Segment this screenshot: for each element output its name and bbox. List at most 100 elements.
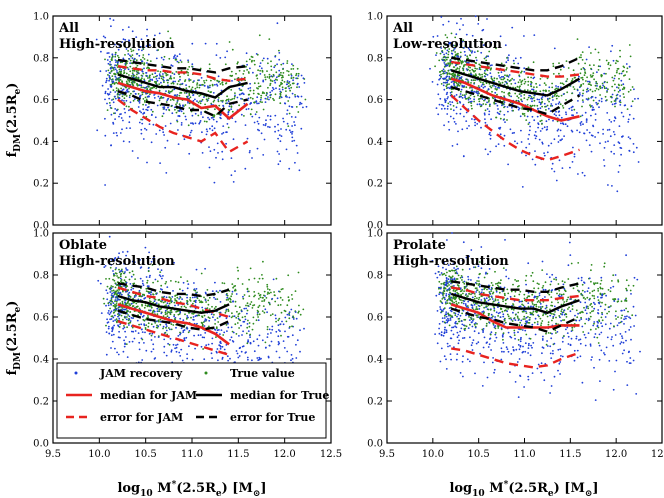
true-value-point [595,87,598,90]
jam-recovery-point [557,85,560,88]
jam-recovery-point [545,304,548,307]
jam-recovery-point [620,111,623,114]
jam-recovery-point [210,352,213,355]
true-value-point [470,104,473,107]
true-value-point [474,67,477,70]
jam-recovery-point [118,252,120,255]
jam-recovery-point [111,330,113,333]
jam-recovery-point [447,96,449,98]
jam-recovery-point [135,294,137,297]
jam-recovery-point [201,152,204,154]
jam-recovery-point [157,336,160,338]
true-value-point [477,98,480,100]
jam-recovery-point [578,92,581,94]
true-value-point [238,306,241,309]
jam-recovery-point [303,327,305,330]
jam-recovery-point [585,58,588,61]
true-value-point [155,292,158,295]
jam-recovery-point [217,99,220,101]
jam-recovery-point [131,260,134,263]
jam-recovery-point [141,359,144,361]
true-value-point [471,89,474,92]
jam-recovery-point [553,170,556,173]
true-value-point [628,44,631,46]
jam-recovery-point [610,338,613,341]
true-value-point [124,276,127,278]
true-value-point [273,99,275,102]
true-value-point [539,317,542,320]
true-value-point [170,301,173,304]
jam-recovery-point [139,277,142,280]
true-value-point [511,77,514,80]
jam-recovery-point [112,273,115,275]
true-value-point [127,105,130,108]
true-value-point [455,68,457,71]
jam-recovery-point [235,350,238,352]
true-value-point [535,305,538,308]
jam-recovery-point [542,288,545,291]
true-value-point [441,273,444,276]
jam-recovery-point [262,124,265,126]
true-value-point [597,287,599,290]
jam-recovery-point [108,75,111,77]
jam-recovery-point [187,316,189,319]
true-value-point [581,51,584,53]
true-value-point [232,286,235,289]
jam-recovery-point [221,356,224,359]
true-value-point [140,78,143,81]
jam-recovery-point [107,304,110,307]
true-value-point [105,278,107,280]
true-value-point [168,108,171,111]
true-value-point [549,332,552,334]
jam-recovery-point [431,259,434,262]
true-value-point [445,85,448,88]
jam-recovery-point [188,134,191,137]
jam-recovery-point [558,362,561,365]
jam-recovery-point [530,344,532,347]
true-value-point [454,297,457,300]
series-red-dashed-lower [117,98,249,154]
jam-recovery-point [501,350,503,353]
true-value-point [287,74,290,76]
true-value-point [478,73,481,75]
true-value-point [173,314,176,316]
true-value-point [463,290,465,292]
jam-recovery-point [156,104,159,107]
jam-recovery-point [293,121,295,123]
jam-recovery-point [181,289,184,292]
jam-recovery-point [195,288,198,290]
jam-recovery-point [138,84,141,87]
true-value-point [109,299,112,302]
true-value-point [130,48,132,50]
jam-recovery-point [190,129,193,132]
jam-recovery-point [193,80,195,82]
jam-recovery-point [137,157,139,159]
true-value-point [518,86,521,89]
true-value-point [269,314,272,317]
jam-recovery-point [271,297,274,300]
series-black-dashed-lower [117,90,248,118]
true-value-point [479,68,482,71]
jam-recovery-point [96,129,99,132]
jam-recovery-point [164,309,167,312]
jam-recovery-point [446,239,448,241]
true-value-point [123,272,125,275]
jam-recovery-point [201,336,204,339]
true-value-point [494,88,497,90]
true-value-point [114,286,117,289]
jam-recovery-point [488,113,490,116]
jam-recovery-point [183,337,186,340]
jam-recovery-point [543,154,546,157]
jam-recovery-point [180,327,183,330]
jam-recovery-point [539,107,542,110]
jam-recovery-point [119,277,122,280]
jam-recovery-point [529,354,532,357]
jam-recovery-point [257,128,259,131]
true-value-point [558,293,561,295]
jam-recovery-point [449,103,452,106]
true-value-point [166,81,169,84]
jam-recovery-point [247,358,249,361]
true-value-point [213,313,215,316]
true-value-point [176,83,179,85]
jam-recovery-point [146,35,148,37]
